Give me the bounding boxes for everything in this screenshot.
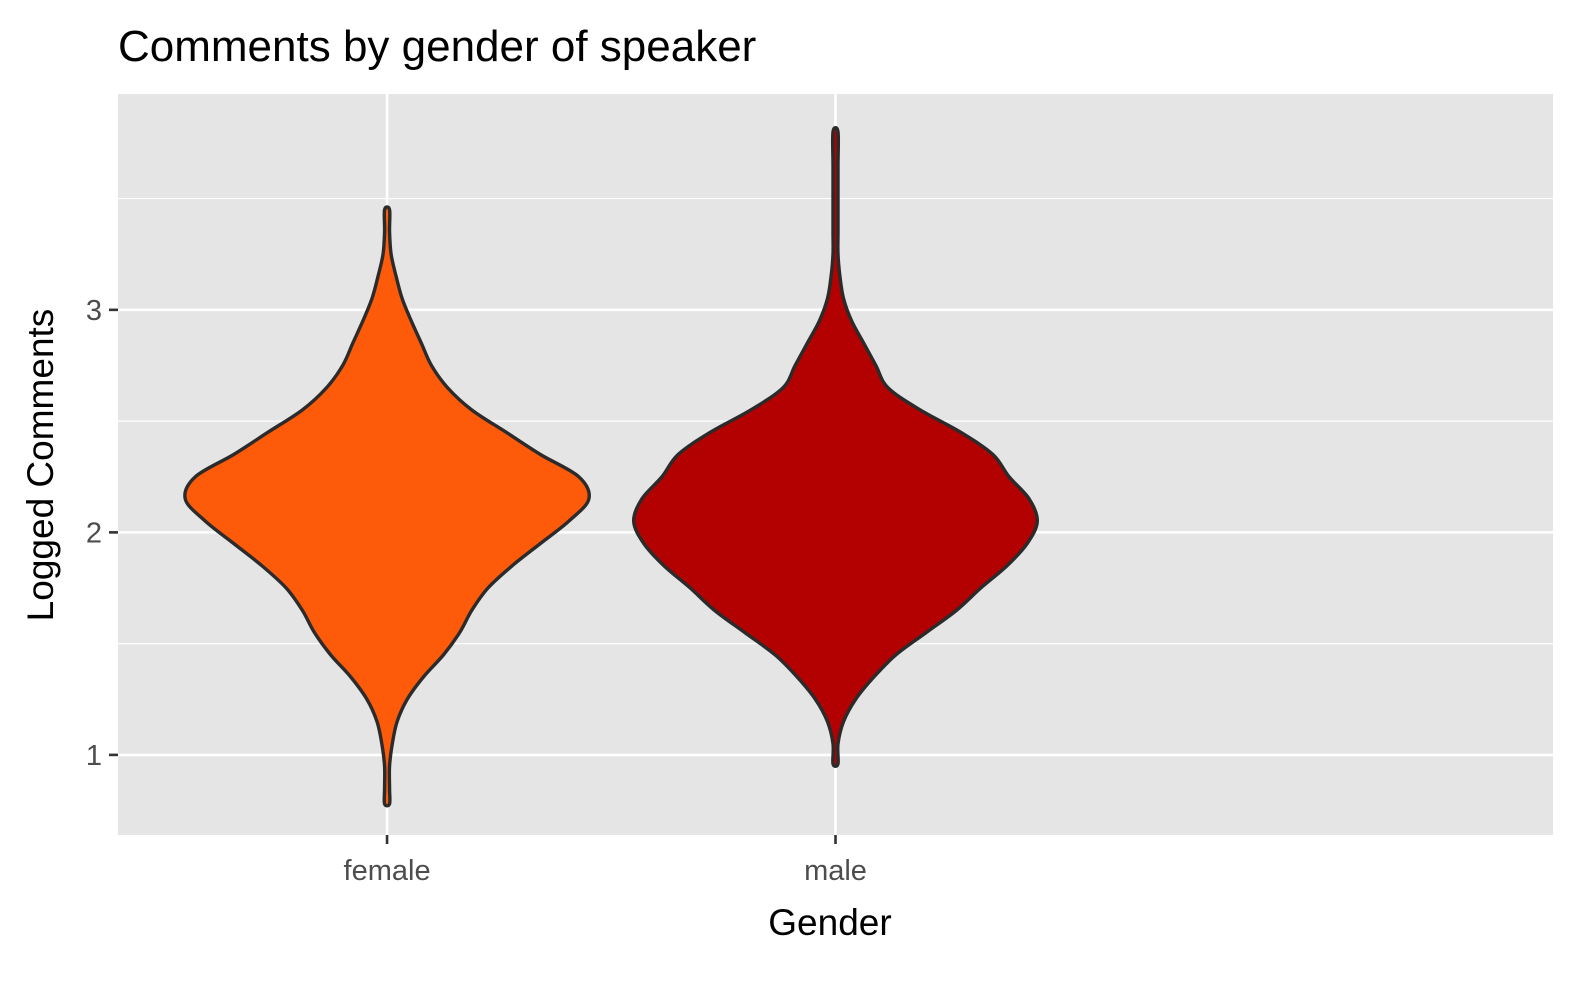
violin-male — [631, 125, 1040, 768]
y-tick-label: 3 — [86, 295, 102, 327]
axes: 1 2 3 female male — [86, 295, 867, 887]
y-tick-label: 2 — [86, 517, 102, 549]
x-axis-title: Gender — [768, 902, 891, 943]
x-tick-label-male: male — [804, 855, 867, 887]
y-tick-label: 1 — [86, 740, 102, 772]
violin-female — [183, 205, 591, 808]
y-axis-title: Logged Comments — [20, 309, 61, 622]
x-tick-label-female: female — [344, 855, 431, 887]
violins — [183, 125, 1040, 808]
chart-title: Comments by gender of speaker — [118, 22, 756, 71]
